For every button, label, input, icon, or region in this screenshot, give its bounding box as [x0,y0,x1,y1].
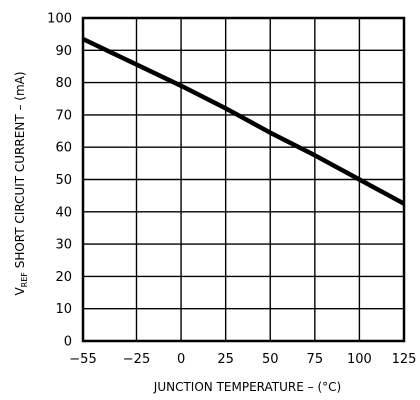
y-tick-label: 70 [55,108,72,123]
y-tick-label: 20 [55,270,72,285]
y-tick-label: 60 [55,141,72,156]
y-tick-label: 100 [47,12,72,27]
y-tick-label: 40 [55,205,72,220]
x-tick-label: 125 [392,352,417,367]
x-tick-label: 50 [262,352,279,367]
y-tick-label: 0 [64,335,72,350]
y-axis-title: VREF SHORT CIRCUIT CURRENT – (mA) [13,71,29,295]
series-line [82,36,406,206]
series-layer [82,36,406,206]
x-tick-label: 25 [217,352,234,367]
y-axis-title-rest: SHORT CIRCUIT CURRENT – (mA) [13,71,27,272]
x-tick-label: 0 [177,352,185,367]
x-tick-label: 75 [307,352,324,367]
x-tick-label: −25 [123,352,150,367]
y-tick-labels: 0 10 20 30 40 50 60 70 80 90 100 [47,12,72,350]
x-tick-label: −55 [69,352,96,367]
plot-frame [81,16,406,343]
y-tick-label: 50 [55,173,72,188]
y-tick-label: 90 [55,44,72,59]
x-tick-label: 100 [347,352,372,367]
y-tick-label: 80 [55,76,72,91]
y-tick-label: 10 [55,302,72,317]
y-tick-label: 30 [55,238,72,253]
y-axis-title-subscript: REF [20,272,29,288]
x-axis-title: JUNCTION TEMPERATURE – (°C) [153,380,341,394]
y-axis-title-main: V [13,287,27,296]
x-tick-labels: −55 −25 0 25 50 75 100 125 [69,352,416,367]
